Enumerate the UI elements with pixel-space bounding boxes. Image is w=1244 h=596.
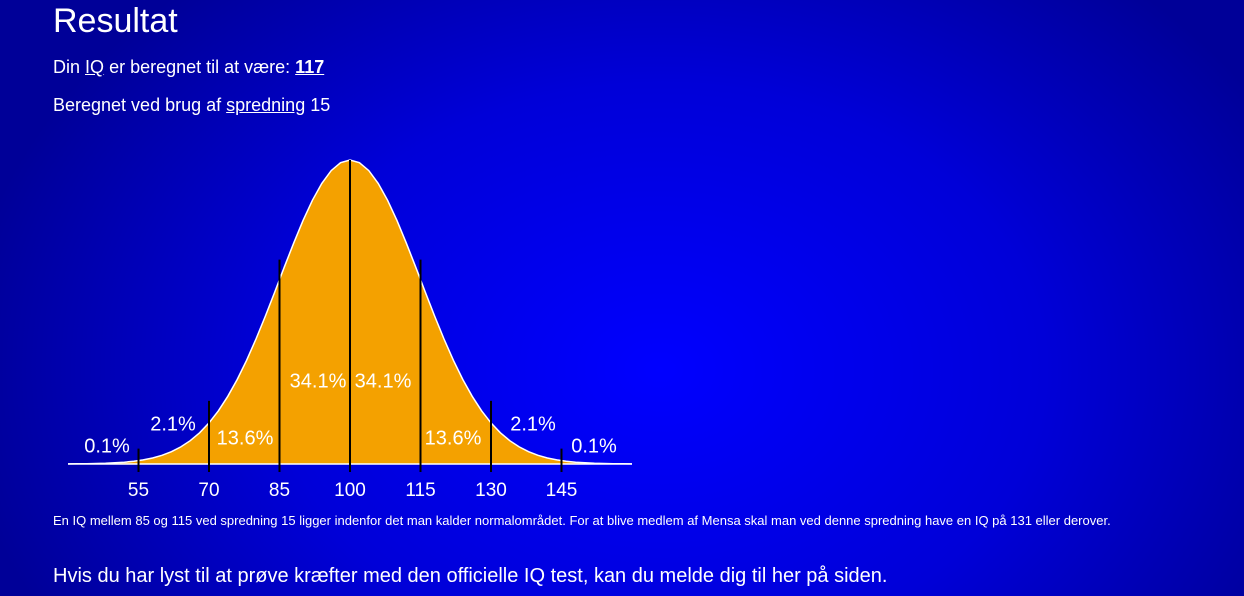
segment-area [491, 422, 562, 464]
x-tick-label: 145 [546, 480, 578, 501]
footer[interactable]: Hvis du har lyst til at prøve kræfter me… [53, 565, 888, 587]
x-tick-label: 130 [475, 480, 507, 501]
segment-label: 0.1% [84, 435, 130, 457]
text: Din [53, 57, 81, 77]
x-tick-label: 55 [128, 480, 149, 501]
x-tick-label: 85 [269, 480, 290, 501]
x-tick-label: 100 [334, 480, 366, 501]
segment-area [279, 160, 350, 464]
spread-line: Beregnet ved brug af spredning 15 [53, 95, 330, 116]
chart: 55 70 85 100 115 130 145 0.1% 2.1% 13.6% 34.1% 34.1… [67, 159, 633, 501]
segment-label: 0.1% [571, 435, 617, 457]
title: Resultat [53, 2, 178, 40]
note: En IQ mellem 85 og 115 ved spredning 15 … [53, 513, 1111, 528]
segment-label: 34.1% [355, 370, 412, 392]
text: er beregnet til at være: [109, 57, 291, 77]
x-tick-label: 115 [405, 480, 435, 501]
segment-label: 2.1% [150, 413, 196, 435]
iq-link[interactable]: IQ [85, 57, 105, 77]
spread-value: 15 [310, 95, 331, 115]
x-tick-label: 70 [198, 480, 219, 501]
segment-label: 13.6% [425, 427, 482, 449]
segment-label: 34.1% [290, 370, 347, 392]
spread-link[interactable]: spredning [226, 95, 306, 115]
iq-value[interactable]: 117 [295, 57, 325, 77]
segment-area [138, 422, 209, 464]
segment-area [350, 160, 421, 464]
result-line: Din IQ er beregnet til at være: 117 [53, 57, 324, 78]
segment-label: 2.1% [510, 413, 556, 435]
segment-label: 13.6% [217, 427, 274, 449]
text: Beregnet ved brug af [53, 95, 222, 115]
